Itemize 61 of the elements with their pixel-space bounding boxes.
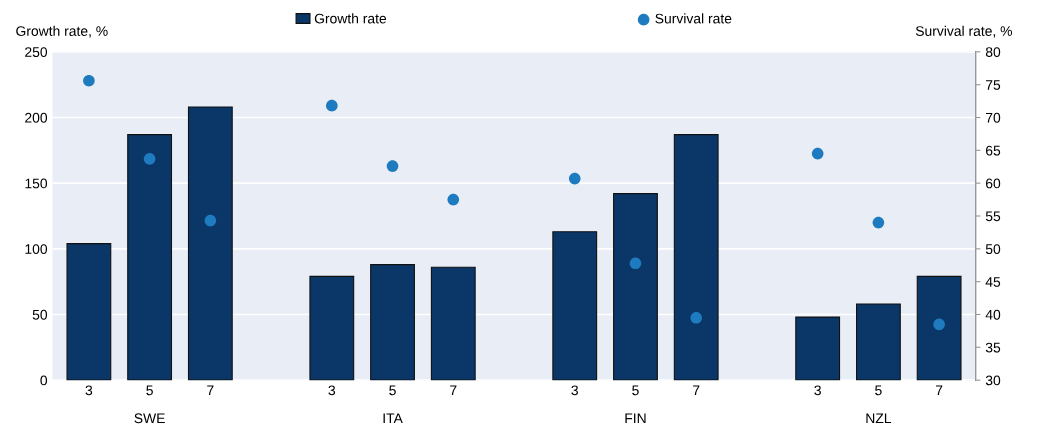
bar xyxy=(66,243,112,381)
y2-tick-label: 70 xyxy=(986,112,1001,123)
point xyxy=(326,99,338,112)
point xyxy=(143,153,156,165)
y2-tick-label: 50 xyxy=(985,244,1001,254)
y2-tick-label: 60 xyxy=(986,178,1001,189)
legend-label: Growth rate xyxy=(314,13,387,24)
legend-label: Survival rate xyxy=(655,13,732,24)
y2-tick-label: 45 xyxy=(985,277,1001,287)
x-tick-label: 7 xyxy=(935,385,943,396)
y2-tick-label: 30 xyxy=(985,375,1001,386)
y2-tick-label: 75 xyxy=(986,80,1001,90)
point xyxy=(811,147,824,160)
point xyxy=(933,318,945,331)
point xyxy=(872,216,885,229)
x-tick-label: 5 xyxy=(146,385,153,396)
bar xyxy=(795,316,841,381)
x-tick-label: 7 xyxy=(450,385,457,396)
x-tick-label: 7 xyxy=(693,385,700,396)
bar xyxy=(309,275,355,381)
y-tick-label: 0 xyxy=(40,375,48,386)
bar xyxy=(127,134,173,381)
y-tick-label: 250 xyxy=(25,47,48,58)
x-tick-label: 3 xyxy=(328,385,336,396)
point xyxy=(204,214,217,227)
bar xyxy=(370,264,415,381)
x-tick-label: 5 xyxy=(632,385,639,396)
point xyxy=(690,311,703,324)
text: FIN xyxy=(625,413,646,424)
point xyxy=(629,257,642,270)
point xyxy=(386,160,399,172)
y-tick-label: 100 xyxy=(25,244,48,254)
x-tick-label: 3 xyxy=(571,385,578,396)
bar xyxy=(916,275,962,381)
x-tick-label: 7 xyxy=(207,385,214,396)
point xyxy=(83,74,95,87)
y2-tick-label: 35 xyxy=(985,342,1001,353)
text: SWE xyxy=(134,413,165,424)
bar xyxy=(430,266,476,381)
bar xyxy=(613,193,658,381)
y2-tick-label: 80 xyxy=(985,47,1001,58)
y2-tick-label: 40 xyxy=(985,309,1001,320)
y2-tick-label: 55 xyxy=(985,211,1001,222)
y-tick-label: 50 xyxy=(32,309,48,320)
y2-tick-label: 65 xyxy=(986,145,1001,156)
x-tick-label: 3 xyxy=(85,385,93,396)
bar xyxy=(187,106,233,381)
text: ITA xyxy=(383,413,403,424)
x-tick-label: 5 xyxy=(389,385,396,396)
bar xyxy=(855,303,901,381)
bar xyxy=(552,231,598,381)
x-tick-label: 5 xyxy=(875,385,882,396)
y-tick-label: 150 xyxy=(25,178,48,189)
x-tick-label: 3 xyxy=(814,385,821,396)
y-tick-label: 200 xyxy=(25,112,48,123)
text: NZL xyxy=(866,413,892,424)
point xyxy=(447,193,460,206)
y2-axis-title: Survival rate, % xyxy=(915,25,1012,38)
y-axis-title: Growth rate, % xyxy=(16,25,108,38)
bar xyxy=(673,134,719,381)
point xyxy=(568,172,581,185)
